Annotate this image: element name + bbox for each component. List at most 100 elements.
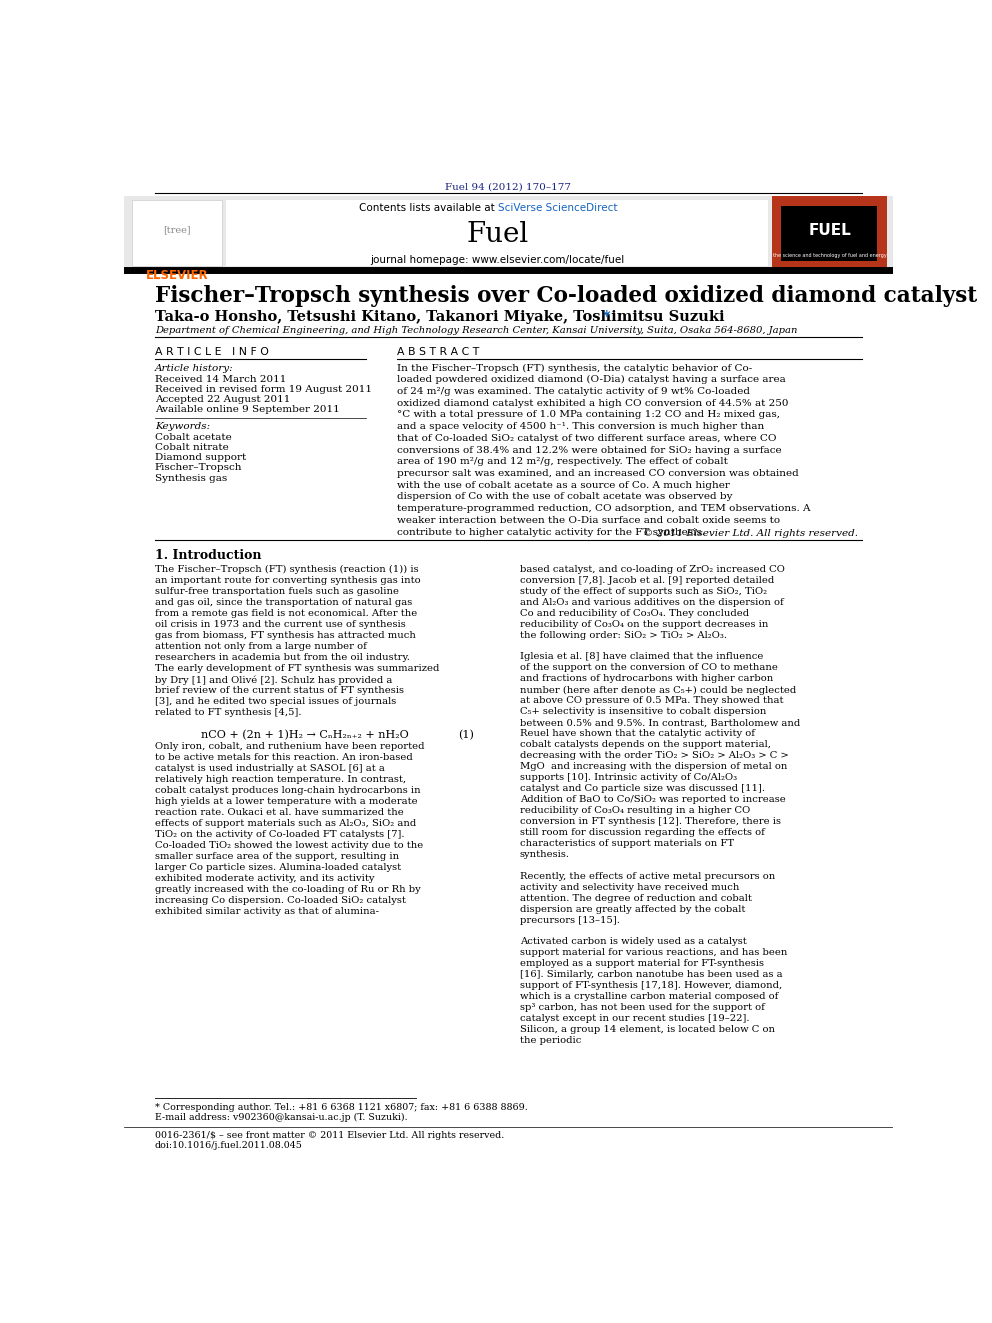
Text: which is a crystalline carbon material composed of: which is a crystalline carbon material c… <box>520 992 779 1002</box>
Text: [3], and he edited two special issues of journals: [3], and he edited two special issues of… <box>155 697 396 706</box>
Text: characteristics of support materials on FT: characteristics of support materials on … <box>520 840 734 848</box>
Text: Fuel 94 (2012) 170–177: Fuel 94 (2012) 170–177 <box>445 183 571 192</box>
Bar <box>132 200 222 266</box>
Text: doi:10.1016/j.fuel.2011.08.045: doi:10.1016/j.fuel.2011.08.045 <box>155 1140 303 1150</box>
Text: The early development of FT synthesis was summarized: The early development of FT synthesis wa… <box>155 664 439 673</box>
Text: Synthesis gas: Synthesis gas <box>155 474 227 483</box>
Text: A B S T R A C T: A B S T R A C T <box>397 347 479 357</box>
Text: still room for discussion regarding the effects of: still room for discussion regarding the … <box>520 828 765 837</box>
Text: Fuel: Fuel <box>466 221 529 247</box>
Text: brief review of the current status of FT synthesis: brief review of the current status of FT… <box>155 687 404 696</box>
Text: exhibited moderate activity, and its activity: exhibited moderate activity, and its act… <box>155 873 374 882</box>
Text: decreasing with the order TiO₂ > SiO₂ > Al₂O₃ > C >: decreasing with the order TiO₂ > SiO₂ > … <box>520 751 789 761</box>
Text: catalyst and Co particle size was discussed [11].: catalyst and Co particle size was discus… <box>520 785 765 794</box>
Text: nCO + (2n + 1)H₂ → CₙH₂ₙ₊₂ + nH₂O: nCO + (2n + 1)H₂ → CₙH₂ₙ₊₂ + nH₂O <box>200 729 409 740</box>
Text: Recently, the effects of active metal precursors on: Recently, the effects of active metal pr… <box>520 872 775 881</box>
Text: (1): (1) <box>458 729 474 740</box>
Text: high yields at a lower temperature with a moderate: high yields at a lower temperature with … <box>155 796 418 806</box>
Text: © 2011 Elsevier Ltd. All rights reserved.: © 2011 Elsevier Ltd. All rights reserved… <box>643 529 858 537</box>
Text: The Fischer–Tropsch (FT) synthesis (reaction (1)) is: The Fischer–Tropsch (FT) synthesis (reac… <box>155 565 419 574</box>
Text: C₅+ selectivity is insensitive to cobalt dispersion: C₅+ selectivity is insensitive to cobalt… <box>520 708 766 717</box>
Text: supports [10]. Intrinsic activity of Co/Al₂O₃: supports [10]. Intrinsic activity of Co/… <box>520 774 737 782</box>
Text: Silicon, a group 14 element, is located below C on: Silicon, a group 14 element, is located … <box>520 1025 775 1033</box>
Text: increasing Co dispersion. Co-loaded SiO₂ catalyst: increasing Co dispersion. Co-loaded SiO₂… <box>155 896 406 905</box>
Text: 0016-2361/$ – see front matter © 2011 Elsevier Ltd. All rights reserved.: 0016-2361/$ – see front matter © 2011 El… <box>155 1131 504 1139</box>
Text: Keywords:: Keywords: <box>155 422 210 430</box>
Text: catalyst is used industrially at SASOL [6] at a: catalyst is used industrially at SASOL [… <box>155 763 385 773</box>
Text: attention. The degree of reduction and cobalt: attention. The degree of reduction and c… <box>520 893 752 902</box>
Text: Cobalt acetate: Cobalt acetate <box>155 433 231 442</box>
Text: Fischer–Tropsch: Fischer–Tropsch <box>155 463 242 472</box>
Text: FUEL: FUEL <box>808 222 851 238</box>
Text: contribute to higher catalytic activity for the FT synthesis.: contribute to higher catalytic activity … <box>397 528 705 537</box>
Text: Co and reducibility of Co₃O₄. They concluded: Co and reducibility of Co₃O₄. They concl… <box>520 609 749 618</box>
Text: with the use of cobalt acetate as a source of Co. A much higher: with the use of cobalt acetate as a sour… <box>397 480 730 490</box>
Text: and a space velocity of 4500 h⁻¹. This conversion is much higher than: and a space velocity of 4500 h⁻¹. This c… <box>397 422 764 431</box>
Text: 1. Introduction: 1. Introduction <box>155 549 261 562</box>
Text: dispersion of Co with the use of cobalt acetate was observed by: dispersion of Co with the use of cobalt … <box>397 492 732 501</box>
Text: weaker interaction between the O-Dia surface and cobalt oxide seems to: weaker interaction between the O-Dia sur… <box>397 516 780 525</box>
Text: dispersion are greatly affected by the cobalt: dispersion are greatly affected by the c… <box>520 905 745 914</box>
Text: Article history:: Article history: <box>155 364 233 373</box>
Text: temperature-programmed reduction, CO adsorption, and TEM observations. A: temperature-programmed reduction, CO ads… <box>397 504 810 513</box>
Text: Fischer–Tropsch synthesis over Co-loaded oxidized diamond catalyst: Fischer–Tropsch synthesis over Co-loaded… <box>155 284 977 307</box>
Text: and gas oil, since the transportation of natural gas: and gas oil, since the transportation of… <box>155 598 412 607</box>
Text: Department of Chemical Engineering, and High Technology Research Center, Kansai : Department of Chemical Engineering, and … <box>155 325 798 335</box>
Text: Only iron, cobalt, and ruthenium have been reported: Only iron, cobalt, and ruthenium have be… <box>155 742 425 750</box>
Text: gas from biomass, FT synthesis has attracted much: gas from biomass, FT synthesis has attra… <box>155 631 416 640</box>
Text: that of Co-loaded SiO₂ catalyst of two different surface areas, where CO: that of Co-loaded SiO₂ catalyst of two d… <box>397 434 777 443</box>
Text: an important route for converting synthesis gas into: an important route for converting synthe… <box>155 577 421 585</box>
Text: Contents lists available at: Contents lists available at <box>359 202 498 213</box>
Text: effects of support materials such as Al₂O₃, SiO₂ and: effects of support materials such as Al₂… <box>155 819 416 828</box>
Text: employed as a support material for FT-synthesis: employed as a support material for FT-sy… <box>520 959 764 968</box>
Text: [tree]: [tree] <box>164 225 190 234</box>
Text: In the Fischer–Tropsch (FT) synthesis, the catalytic behavior of Co-: In the Fischer–Tropsch (FT) synthesis, t… <box>397 364 752 373</box>
Text: conversion in FT synthesis [12]. Therefore, there is: conversion in FT synthesis [12]. Therefo… <box>520 818 781 827</box>
Text: support of FT-synthesis [17,18]. However, diamond,: support of FT-synthesis [17,18]. However… <box>520 980 782 990</box>
Text: Iglesia et al. [8] have claimed that the influence: Iglesia et al. [8] have claimed that the… <box>520 652 763 662</box>
Text: between 0.5% and 9.5%. In contrast, Bartholomew and: between 0.5% and 9.5%. In contrast, Bart… <box>520 718 801 728</box>
Text: Received in revised form 19 August 2011: Received in revised form 19 August 2011 <box>155 385 372 394</box>
Text: activity and selectivity have received much: activity and selectivity have received m… <box>520 882 739 892</box>
Text: oil crisis in 1973 and the current use of synthesis: oil crisis in 1973 and the current use o… <box>155 620 406 630</box>
Text: relatively high reaction temperature. In contrast,: relatively high reaction temperature. In… <box>155 775 406 783</box>
Text: cobalt catalysts depends on the support material,: cobalt catalysts depends on the support … <box>520 741 771 749</box>
Text: related to FT synthesis [4,5].: related to FT synthesis [4,5]. <box>155 708 302 717</box>
Text: the periodic: the periodic <box>520 1036 581 1045</box>
Text: synthesis.: synthesis. <box>520 851 570 860</box>
Text: ELSEVIER: ELSEVIER <box>146 269 208 282</box>
Text: E-mail address: v902360@kansai-u.ac.jp (T. Suzuki).: E-mail address: v902360@kansai-u.ac.jp (… <box>155 1113 408 1122</box>
Text: area of 190 m²/g and 12 m²/g, respectively. The effect of cobalt: area of 190 m²/g and 12 m²/g, respective… <box>397 458 728 466</box>
Text: journal homepage: www.elsevier.com/locate/fuel: journal homepage: www.elsevier.com/locat… <box>370 254 625 265</box>
Text: attention not only from a large number of: attention not only from a large number o… <box>155 642 367 651</box>
Text: Diamond support: Diamond support <box>155 454 246 462</box>
Text: *: * <box>602 310 610 324</box>
Text: MgO  and increasing with the dispersion of metal on: MgO and increasing with the dispersion o… <box>520 762 788 771</box>
Text: Received 14 March 2011: Received 14 March 2011 <box>155 374 286 384</box>
Text: SciVerse ScienceDirect: SciVerse ScienceDirect <box>498 202 617 213</box>
Bar <box>782 205 878 261</box>
Text: conversion [7,8]. Jacob et al. [9] reported detailed: conversion [7,8]. Jacob et al. [9] repor… <box>520 577 774 585</box>
Text: based catalyst, and co-loading of ZrO₂ increased CO: based catalyst, and co-loading of ZrO₂ i… <box>520 565 785 574</box>
Bar <box>124 196 893 267</box>
Text: oxidized diamond catalyst exhibited a high CO conversion of 44.5% at 250: oxidized diamond catalyst exhibited a hi… <box>397 398 789 407</box>
Text: * Corresponding author. Tel.: +81 6 6368 1121 x6807; fax: +81 6 6388 8869.: * Corresponding author. Tel.: +81 6 6368… <box>155 1103 528 1113</box>
Text: catalyst except in our recent studies [19–22].: catalyst except in our recent studies [1… <box>520 1013 749 1023</box>
Text: °C with a total pressure of 1.0 MPa containing 1:2 CO and H₂ mixed gas,: °C with a total pressure of 1.0 MPa cont… <box>397 410 780 419</box>
Text: loaded powdered oxidized diamond (O-Dia) catalyst having a surface area: loaded powdered oxidized diamond (O-Dia)… <box>397 376 786 385</box>
Text: larger Co particle sizes. Alumina-loaded catalyst: larger Co particle sizes. Alumina-loaded… <box>155 863 401 872</box>
Text: from a remote gas field is not economical. After the: from a remote gas field is not economica… <box>155 609 417 618</box>
Text: sp³ carbon, has not been used for the support of: sp³ carbon, has not been used for the su… <box>520 1003 765 1012</box>
Text: TiO₂ on the activity of Co-loaded FT catalysts [7].: TiO₂ on the activity of Co-loaded FT cat… <box>155 830 405 839</box>
Text: precursors [13–15].: precursors [13–15]. <box>520 916 620 925</box>
Text: sulfur-free transportation fuels such as gasoline: sulfur-free transportation fuels such as… <box>155 587 399 597</box>
Text: Available online 9 September 2011: Available online 9 September 2011 <box>155 405 339 414</box>
Text: [16]. Similarly, carbon nanotube has been used as a: [16]. Similarly, carbon nanotube has bee… <box>520 970 783 979</box>
Text: Cobalt nitrate: Cobalt nitrate <box>155 443 228 452</box>
Text: and fractions of hydrocarbons with higher carbon: and fractions of hydrocarbons with highe… <box>520 675 773 684</box>
Text: Taka-o Honsho, Tetsushi Kitano, Takanori Miyake, Toshimitsu Suzuki: Taka-o Honsho, Tetsushi Kitano, Takanori… <box>155 310 724 324</box>
Text: researchers in academia but from the oil industry.: researchers in academia but from the oil… <box>155 654 410 663</box>
Text: reaction rate. Oukaci et al. have summarized the: reaction rate. Oukaci et al. have summar… <box>155 807 404 816</box>
Text: and Al₂O₃ and various additives on the dispersion of: and Al₂O₃ and various additives on the d… <box>520 598 784 607</box>
Text: exhibited similar activity as that of alumina-: exhibited similar activity as that of al… <box>155 906 379 916</box>
